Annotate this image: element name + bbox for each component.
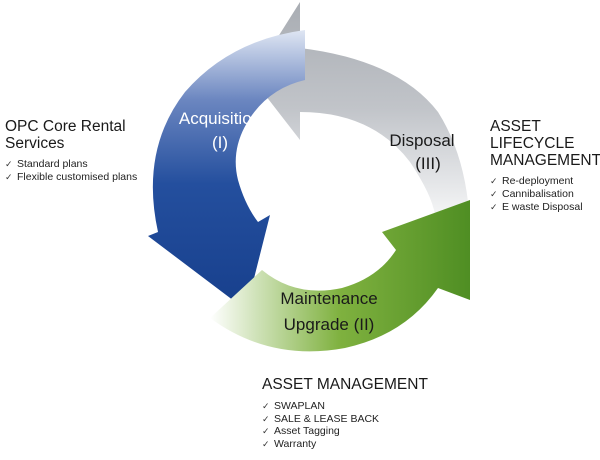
list-item: ✓ SWAPLAN	[262, 400, 428, 413]
list-item: ✓ Standard plans	[5, 158, 137, 171]
check-icon: ✓	[262, 438, 270, 449]
panel-title: ASSET LIFECYCLE MANAGEMENT	[490, 118, 600, 169]
panel-title-line: LIFECYCLE	[490, 135, 575, 152]
stage-label-disposal-line1: Disposal	[389, 131, 454, 150]
panel-title-line: ASSET	[490, 118, 541, 135]
panel-title: ASSET MANAGEMENT	[262, 376, 428, 393]
disposal-arrow	[252, 2, 468, 215]
stage-label-acquisition-line2: (I)	[212, 133, 228, 152]
panel-title-line: OPC Core Rental	[5, 118, 126, 135]
stage-label-disposal-line2: (III)	[415, 154, 441, 173]
stage-label-maintenance-line2: Upgrade (II)	[284, 315, 375, 334]
list-item: ✓ SALE & LEASE BACK	[262, 413, 428, 426]
panel-item-list: ✓ SWAPLAN ✓ SALE & LEASE BACK ✓ Asset Taggi…	[262, 400, 428, 450]
list-item: ✓ Re-deployment	[490, 175, 600, 188]
list-item-label: Standard plans	[17, 158, 88, 170]
check-icon: ✓	[5, 159, 13, 169]
panel-item-list: ✓ Standard plans ✓ Flexible customised pla…	[5, 158, 137, 184]
panel-title-line: MANAGEMENT	[490, 152, 600, 169]
list-item: ✓ Cannibalisation	[490, 188, 600, 201]
check-icon: ✓	[490, 189, 498, 199]
stage-label-maintenance-line1: Maintenance	[280, 289, 377, 308]
list-item-label: SALE & LEASE BACK	[274, 412, 380, 425]
acquisition-arrow	[148, 30, 305, 310]
list-item-label: Warranty	[274, 437, 317, 450]
check-icon: ✓	[262, 413, 270, 424]
panel-title-line: ASSET MANAGEMENT	[262, 376, 428, 393]
list-item-label: E waste Disposal	[502, 201, 583, 213]
list-item: ✓ Warranty	[262, 438, 428, 451]
check-icon: ✓	[262, 426, 270, 436]
list-item: ✓ Asset Tagging	[262, 425, 428, 438]
check-icon: ✓	[490, 176, 498, 186]
list-item-label: Cannibalisation	[502, 188, 574, 200]
list-item: ✓ Flexible customised plans	[5, 171, 137, 184]
list-item-label: Re-deployment	[502, 175, 574, 187]
panel-title: OPC Core Rental Services	[5, 118, 137, 152]
list-item-label: Flexible customised plans	[17, 171, 138, 183]
check-icon: ✓	[490, 202, 498, 212]
check-icon: ✓	[262, 401, 270, 411]
panel-title-line: Services	[5, 135, 65, 152]
list-item-label: Asset Tagging	[274, 425, 340, 437]
panel-asset-management: ASSET MANAGEMENT ✓ SWAPLAN ✓ SALE & LEASE …	[262, 376, 428, 450]
maintenance-arrow	[210, 200, 470, 352]
stage-label-acquisition-line1: Acquisition	[179, 109, 261, 128]
check-icon: ✓	[5, 172, 13, 182]
panel-core-rental-services: OPC Core Rental Services ✓ Standard plans…	[5, 118, 137, 184]
list-item-label: SWAPLAN	[274, 400, 325, 412]
panel-item-list: ✓ Re-deployment ✓ Cannibalisation ✓ E waste…	[490, 175, 600, 214]
panel-asset-lifecycle-management: ASSET LIFECYCLE MANAGEMENT ✓ Re-deploymen…	[490, 118, 600, 214]
list-item: ✓ E waste Disposal	[490, 201, 600, 214]
